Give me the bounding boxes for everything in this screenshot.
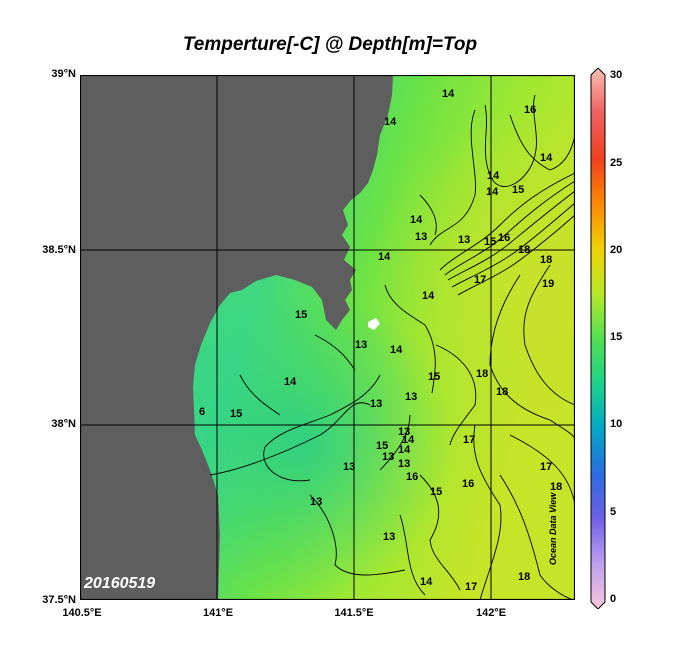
contour-label: 13 xyxy=(370,398,382,410)
contour-label: 18 xyxy=(540,254,552,266)
contour-label: 16 xyxy=(498,232,510,244)
contour-label: 15 xyxy=(230,408,242,420)
lat-tick-38-5: 38.5°N xyxy=(42,244,76,256)
map-title: Temperture[-C] @ Depth[m]=Top xyxy=(182,34,478,55)
contour-label: 13 xyxy=(310,496,322,508)
lon-tick-140-5: 140.5°E xyxy=(62,607,102,619)
colorbar xyxy=(590,68,606,609)
contour-label: 17 xyxy=(540,461,552,473)
contour-label: 14 xyxy=(402,434,415,446)
contour-label: 14 xyxy=(420,576,433,588)
contour-label: 15 xyxy=(428,371,440,383)
contour-label: 17 xyxy=(474,274,486,286)
contour-label: 14 xyxy=(442,88,455,100)
contour-label: 18 xyxy=(496,386,508,398)
colorbar-tick-15: 15 xyxy=(610,331,623,343)
colorbar-fill xyxy=(590,68,606,609)
contour-label: 14 xyxy=(410,214,423,226)
contour-label: 13 xyxy=(415,231,427,243)
contour-label: 13 xyxy=(458,234,470,246)
contour-label: 15 xyxy=(484,236,496,248)
lat-tick-39: 39°N xyxy=(51,68,76,80)
land-mass xyxy=(80,75,393,600)
contour-label: 17 xyxy=(465,581,477,593)
contour-label: 18 xyxy=(476,368,488,380)
lon-tick-142: 142°E xyxy=(475,607,507,619)
contour-label: 13 xyxy=(398,426,410,438)
contour-label: 15 xyxy=(295,309,307,321)
contour-label: 6 xyxy=(199,406,205,418)
contour-label: 16 xyxy=(462,478,474,490)
contour-label: 14 xyxy=(540,152,553,164)
lat-tick-37-5: 37.5°N xyxy=(42,594,76,606)
contour-label: 15 xyxy=(430,486,442,498)
contour-label: 14 xyxy=(284,376,297,388)
sea-surface-temperature-map: 14 16 14 15 14 14 14 13 14 14 13 15 16 1… xyxy=(80,75,575,600)
lon-tick-141: 141°E xyxy=(202,607,234,619)
contour-label: 13 xyxy=(382,451,394,463)
contour-label: 14 xyxy=(378,251,391,263)
contour-label: 14 xyxy=(398,444,411,456)
contour-label: 14 xyxy=(487,170,500,182)
contour-label: 14 xyxy=(384,116,397,128)
contour-labels: 14 16 14 15 14 14 14 13 14 14 13 15 16 1… xyxy=(199,88,562,593)
colorbar-tick-0: 0 xyxy=(610,593,617,605)
island xyxy=(368,318,380,330)
lat-tick-38: 38°N xyxy=(51,418,76,430)
contour-label: 15 xyxy=(512,184,524,196)
contour-label: 13 xyxy=(405,391,417,403)
date-label: 20160519 xyxy=(84,575,156,592)
graticule xyxy=(80,75,575,600)
map-frame xyxy=(80,75,575,600)
colorbar-tick-10: 10 xyxy=(610,418,623,430)
lon-tick-141-5: 141.5°E xyxy=(334,607,374,619)
contour-label: 14 xyxy=(422,290,435,302)
ocean-data-view-watermark: Ocean Data View xyxy=(548,492,558,565)
contour-label: 18 xyxy=(550,481,562,493)
contour-label: 14 xyxy=(486,186,499,198)
colorbar-tick-30: 30 xyxy=(610,69,623,81)
contour-label: 13 xyxy=(355,339,367,351)
colorbar-tick-25: 25 xyxy=(610,157,623,169)
contour-label: 19 xyxy=(542,278,554,290)
contour-label: 16 xyxy=(524,104,536,116)
contour-label: 17 xyxy=(463,434,475,446)
contour-label: 15 xyxy=(376,440,388,452)
colorbar-tick-5: 5 xyxy=(610,506,617,518)
contour-label: 18 xyxy=(518,571,530,583)
colorbar-tick-20: 20 xyxy=(610,244,623,256)
contour-label: 13 xyxy=(343,461,355,473)
contour-label: 14 xyxy=(390,344,403,356)
contour-label: 16 xyxy=(406,471,418,483)
contour-label: 13 xyxy=(398,458,410,470)
contour-label: 13 xyxy=(383,531,395,543)
